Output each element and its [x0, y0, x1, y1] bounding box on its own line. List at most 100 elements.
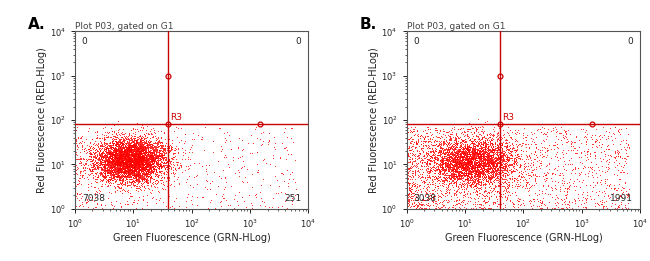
Point — [148, 162, 159, 167]
Point — [76, 163, 86, 167]
Point — [109, 164, 119, 168]
Point — [495, 161, 505, 165]
X-axis label: Green Fluorescence (GRN-HLog): Green Fluorescence (GRN-HLog) — [445, 233, 603, 243]
Point — [127, 153, 137, 157]
Point — [144, 170, 154, 175]
Point — [154, 164, 164, 168]
Point — [125, 159, 136, 163]
Point — [129, 145, 140, 150]
Point — [115, 186, 125, 190]
Point — [150, 151, 161, 156]
Point — [134, 149, 144, 153]
Point — [139, 160, 150, 164]
Point — [454, 149, 465, 153]
Point — [107, 150, 118, 155]
Point — [141, 166, 151, 170]
Point — [135, 145, 145, 149]
Point — [111, 165, 122, 169]
Point — [461, 176, 471, 181]
Point — [213, 159, 223, 163]
Point — [458, 148, 468, 152]
Point — [125, 162, 136, 166]
Point — [424, 170, 434, 174]
Point — [131, 154, 142, 158]
Point — [562, 207, 572, 211]
Point — [502, 146, 512, 151]
Point — [125, 181, 136, 185]
Point — [116, 155, 126, 159]
Point — [102, 159, 112, 163]
Point — [115, 152, 125, 156]
Point — [107, 152, 117, 156]
Point — [491, 175, 502, 179]
Point — [114, 149, 124, 153]
Point — [457, 178, 467, 182]
Point — [118, 176, 129, 180]
Point — [465, 161, 475, 165]
Point — [125, 152, 136, 156]
Point — [504, 184, 515, 188]
Point — [493, 150, 503, 154]
Point — [474, 162, 484, 167]
Point — [448, 163, 459, 168]
Point — [107, 148, 118, 152]
Point — [157, 151, 168, 155]
Point — [464, 159, 474, 163]
Point — [148, 151, 158, 155]
Point — [471, 176, 481, 180]
Point — [107, 163, 118, 167]
Point — [453, 139, 463, 143]
Point — [105, 170, 116, 174]
Point — [118, 160, 129, 164]
Point — [134, 173, 144, 177]
Point — [105, 156, 115, 160]
Point — [106, 157, 116, 161]
Point — [94, 156, 104, 160]
Point — [518, 149, 528, 153]
Point — [135, 140, 146, 144]
Point — [111, 162, 121, 166]
Point — [502, 138, 512, 143]
Point — [432, 153, 442, 158]
Point — [116, 137, 127, 141]
Point — [149, 148, 159, 152]
Point — [135, 128, 146, 132]
Point — [158, 162, 168, 167]
Point — [213, 174, 224, 178]
Point — [117, 149, 127, 153]
Point — [623, 145, 634, 149]
Point — [119, 158, 129, 162]
Point — [404, 200, 414, 204]
Point — [454, 135, 465, 139]
Point — [168, 152, 178, 156]
Point — [431, 157, 441, 161]
Point — [472, 163, 482, 168]
Point — [198, 148, 209, 152]
Point — [434, 137, 445, 141]
Point — [121, 157, 131, 161]
Point — [453, 165, 463, 169]
Point — [477, 135, 488, 139]
Point — [454, 176, 464, 180]
Point — [113, 170, 124, 174]
Point — [500, 175, 510, 179]
Point — [99, 139, 109, 144]
Point — [118, 167, 128, 171]
Point — [482, 132, 492, 136]
Point — [118, 152, 129, 157]
Point — [474, 201, 485, 206]
Point — [484, 138, 494, 142]
Point — [128, 163, 138, 167]
Point — [482, 142, 493, 146]
Point — [494, 156, 504, 161]
Point — [421, 189, 431, 194]
Point — [129, 161, 139, 165]
Point — [214, 126, 224, 130]
Point — [120, 171, 130, 175]
Point — [530, 191, 540, 195]
Point — [148, 176, 158, 180]
Point — [469, 202, 480, 206]
Point — [103, 150, 113, 154]
Point — [102, 146, 112, 150]
Point — [75, 192, 86, 196]
